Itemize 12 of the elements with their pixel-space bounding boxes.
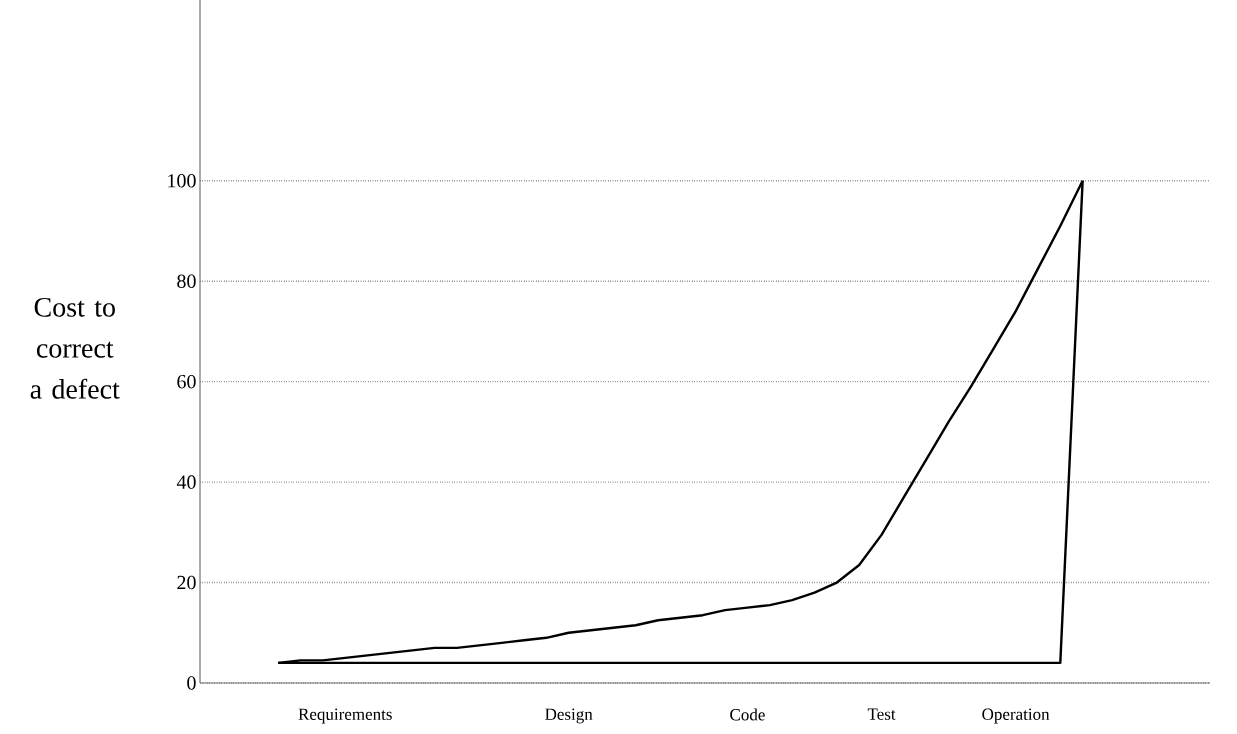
y-tick-label: 40 <box>176 475 196 489</box>
y-axis-title: Cost to correct a defect <box>30 297 120 399</box>
x-tick-label: Operation <box>982 708 1050 724</box>
y-tick-label: 80 <box>177 274 196 288</box>
x-tick-label: Test <box>867 708 896 720</box>
y-tick-label: 20 <box>177 575 196 590</box>
x-tick-label: Code <box>730 708 765 721</box>
x-tick-label: Requirements <box>298 708 392 724</box>
y-tick-label: 100 <box>168 174 196 188</box>
y-tick-label: 60 <box>177 374 196 389</box>
y-tick-label: 0 <box>187 676 196 690</box>
x-tick-label: Design <box>545 708 593 724</box>
